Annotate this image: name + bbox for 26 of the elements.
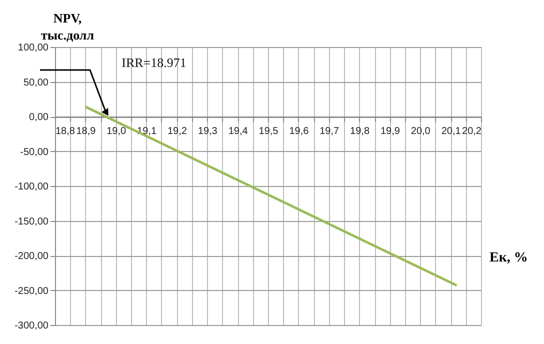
x-tick-label: 19,8 — [350, 126, 370, 137]
x-tick-label: 20,0 — [410, 126, 431, 137]
x-tick-label: 19,7 — [320, 126, 340, 137]
y-tick-label: -150,00 — [14, 216, 49, 228]
x-tick-label: 19,0 — [106, 126, 127, 137]
x-tick-label: 20,2 — [462, 126, 482, 137]
y-tick-label: 50,00 — [23, 77, 49, 88]
y-tick-label: -200,00 — [14, 251, 49, 262]
x-axis-title: Ек, % — [490, 250, 528, 266]
x-tick-label: 19,5 — [258, 126, 279, 137]
x-tick-label: 19,3 — [198, 126, 218, 137]
y-tick-label: -250,00 — [14, 286, 49, 297]
x-tick-label: 19,4 — [228, 126, 248, 137]
x-tick-label: 19,2 — [167, 126, 188, 137]
y-tick-label: -300,00 — [14, 320, 49, 332]
x-tick-label: 18,8 — [56, 126, 76, 137]
y-tick-label: -100,00 — [14, 182, 49, 192]
annotation: IRR=18.971 — [122, 55, 186, 70]
x-tick-label: 19,6 — [289, 126, 310, 137]
y-tick-label: 100,00 — [18, 42, 49, 54]
x-tick-label: 20,1 — [441, 126, 462, 137]
y-axis-title: NPV, тыс.долл — [40, 10, 94, 42]
x-tick-label: 18,9 — [76, 126, 96, 137]
y-tick-label: 0,00 — [29, 112, 49, 123]
x-tick-label: 19,9 — [380, 126, 400, 137]
y-tick-label: -50,00 — [20, 146, 49, 158]
